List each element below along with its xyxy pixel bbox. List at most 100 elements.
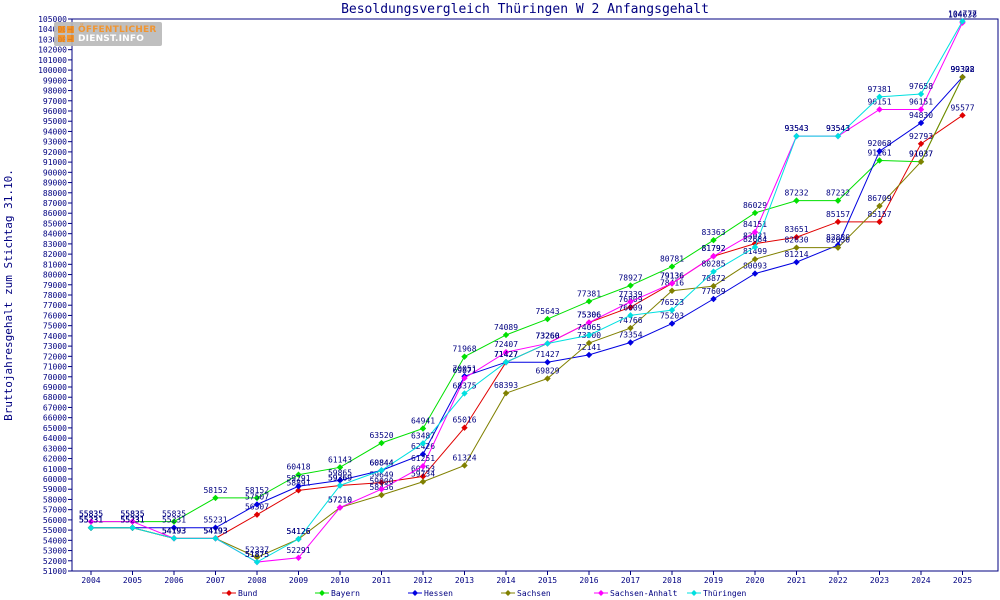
data-label-bund: 83021	[743, 232, 767, 241]
data-label-hessen: 59865	[328, 468, 352, 477]
data-point-bayern	[502, 331, 510, 339]
x-tick-label: 2023	[870, 576, 889, 585]
data-point-th-ringen	[544, 340, 551, 347]
legend-label-bund: Bund	[238, 589, 257, 598]
y-tick-label: 57000	[43, 506, 67, 515]
data-point-sachsen	[917, 158, 925, 165]
data-label-sachsen: 91037	[909, 150, 933, 159]
data-point-bayern	[544, 315, 551, 323]
data-label-sachsen-anhalt: 52291	[286, 546, 310, 555]
y-tick-label: 100000	[38, 66, 67, 75]
data-label-sachsen-anhalt: 57210	[328, 496, 352, 505]
data-label-sachsen-anhalt: 77339	[618, 290, 642, 299]
data-point-th-ringen	[834, 132, 842, 140]
y-tick-label: 60000	[43, 475, 67, 484]
data-point-sachsen	[378, 491, 385, 499]
y-tick-label: 65000	[43, 424, 67, 433]
x-tick-label: 2015	[538, 576, 557, 585]
data-label-bayern: 77381	[577, 289, 601, 298]
x-tick-label: 2010	[330, 576, 349, 585]
data-label-th-ringen: 68375	[452, 381, 476, 390]
data-label-th-ringen: 63487	[411, 431, 435, 440]
data-point-sachsen-anhalt	[295, 554, 302, 562]
data-label-bund: 75306	[577, 311, 601, 320]
x-tick-label: 2020	[745, 576, 764, 585]
data-label-hessen: 59291	[286, 474, 310, 483]
data-point-sachsen	[544, 375, 551, 382]
series-line-hessen	[91, 76, 963, 529]
data-label-bayern: 87232	[784, 189, 808, 198]
data-label-bund: 59649	[369, 471, 393, 480]
data-point-bund	[627, 303, 634, 311]
data-label-hessen: 82880	[826, 233, 850, 242]
data-point-sachsen-anhalt	[129, 518, 136, 525]
y-tick-label: 77000	[43, 301, 67, 310]
data-point-bayern	[834, 197, 842, 204]
data-point-hessen	[544, 358, 551, 366]
data-point-bayern	[253, 494, 261, 502]
y-tick-label: 87000	[43, 199, 67, 208]
data-label-sachsen-anhalt: 93543	[826, 124, 850, 133]
data-label-th-ringen: 104777	[948, 9, 977, 18]
data-point-th-ringen	[917, 90, 925, 98]
y-tick-label: 53000	[43, 547, 67, 556]
data-label-sachsen-anhalt: 55835	[120, 510, 144, 519]
y-tick-label: 101000	[38, 56, 67, 65]
data-point-sachsen	[627, 324, 634, 332]
series-line-sachsen	[91, 76, 963, 558]
data-point-sachsen-anhalt	[585, 319, 593, 326]
data-label-bayern: 63520	[369, 431, 393, 440]
data-label-th-ringen: 93543	[826, 124, 850, 133]
data-label-bund: 95577	[950, 103, 974, 112]
data-point-sachsen	[419, 478, 427, 485]
data-label-th-ringen: 73260	[535, 331, 559, 340]
data-label-bund: 85157	[867, 210, 891, 219]
data-point-sachsen-anhalt	[710, 253, 717, 260]
x-tick-label: 2013	[455, 576, 474, 585]
data-label-bayern: 58152	[245, 486, 269, 495]
data-label-sachsen-anhalt: 55835	[79, 510, 103, 519]
data-label-hessen: 81214	[784, 250, 808, 259]
data-point-bund	[959, 112, 966, 119]
data-point-sachsen	[834, 244, 842, 251]
data-label-th-ringen: 54126	[286, 527, 310, 536]
chart-title: Besoldungsvergleich Thüringen W 2 Anfang…	[341, 2, 709, 17]
x-tick-label: 2019	[704, 576, 723, 585]
data-point-bayern	[627, 282, 634, 289]
data-label-th-ringen: 51875	[245, 550, 269, 559]
data-point-bund	[461, 424, 468, 431]
data-point-bund	[295, 487, 302, 494]
data-label-hessen: 80093	[743, 262, 767, 271]
x-tick-label: 2022	[828, 576, 847, 585]
data-point-sachsen	[959, 73, 966, 81]
data-point-sachsen-anhalt	[668, 280, 676, 287]
logo-text-line1: ÖFFENTLICHER	[78, 25, 157, 35]
data-label-th-ringen: 80285	[701, 260, 725, 269]
data-label-bayern: 58152	[203, 486, 227, 495]
y-tick-label: 97000	[43, 97, 67, 106]
data-point-sachsen	[253, 554, 261, 561]
data-point-sachsen	[751, 256, 759, 263]
data-point-hessen	[668, 320, 676, 327]
data-point-sachsen	[502, 390, 510, 397]
data-label-sachsen-anhalt: 79136	[660, 271, 684, 280]
data-point-bund	[917, 140, 925, 147]
y-tick-label: 96000	[43, 107, 67, 116]
y-tick-label: 89000	[43, 179, 67, 188]
x-tick-label: 2004	[81, 576, 100, 585]
data-label-bayern: 55835	[120, 510, 144, 519]
data-label-bayern: 78927	[618, 274, 642, 283]
data-point-hessen	[212, 524, 219, 531]
y-tick-label: 85000	[43, 219, 67, 228]
x-tick-label: 2017	[621, 576, 640, 585]
data-label-sachsen: 52337	[245, 545, 269, 554]
data-point-th-ringen	[502, 358, 510, 366]
data-label-sachsen-anhalt: 59000	[369, 477, 393, 486]
data-label-bayern: 83363	[701, 228, 725, 237]
series-line-th-ringen	[91, 21, 963, 563]
data-label-sachsen: 54193	[162, 526, 186, 535]
legend-label-bayern: Bayern	[331, 589, 360, 598]
legend-marker-hessen	[412, 590, 418, 596]
data-point-sachsen-anhalt	[876, 106, 883, 113]
